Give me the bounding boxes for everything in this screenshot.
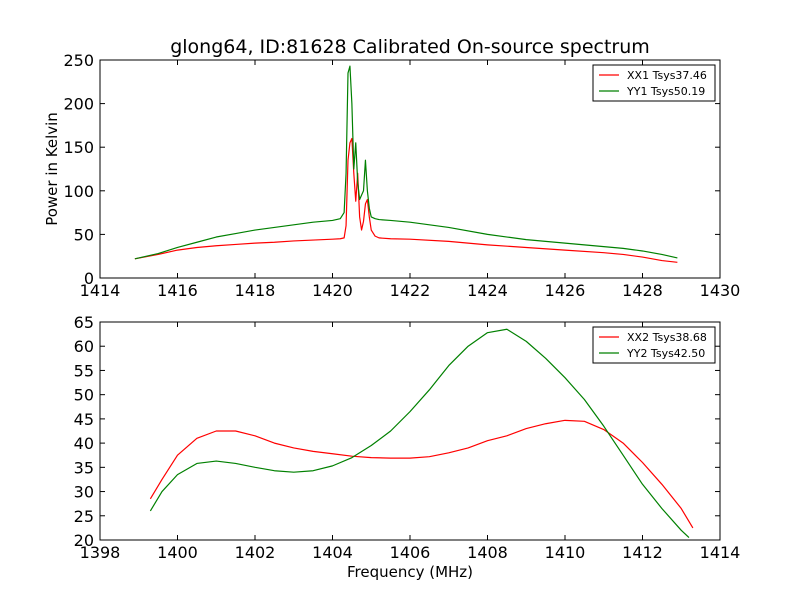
y-tick-label: 35	[74, 458, 94, 477]
x-tick-label: 1406	[390, 543, 431, 562]
top-y-axis-label: Power in Kelvin	[43, 112, 61, 226]
y-tick-label: 55	[74, 361, 94, 380]
x-tick-label: 1416	[157, 281, 198, 300]
legend-label: XX1 Tsys37.46	[627, 69, 707, 82]
x-tick-label: 1410	[545, 543, 586, 562]
x-tick-label: 1420	[312, 281, 353, 300]
y-tick-label: 40	[74, 434, 94, 453]
x-tick-label: 1426	[545, 281, 586, 300]
x-tick-label: 1412	[622, 543, 663, 562]
legend-label: XX2 Tsys38.68	[627, 331, 707, 344]
top-panel: 1414 1416 1418 1420 1422 1424 1426 1428 1430 0 50 1…	[63, 51, 740, 300]
x-tick-label: 1430	[700, 281, 741, 300]
legend-box	[592, 64, 716, 102]
legend-label: YY2 Tsys42.50	[626, 347, 705, 360]
x-tick-label: 1404	[312, 543, 353, 562]
x-tick-label: 1428	[622, 281, 663, 300]
x-tick-label: 1422	[390, 281, 431, 300]
series-line-2	[149, 328, 690, 539]
y-tick-label: 60	[74, 337, 94, 356]
x-tick-label: 1414	[700, 543, 741, 562]
y-tick-label: 200	[63, 95, 94, 114]
x-tick-label: 1402	[235, 543, 276, 562]
y-tick-label: 0	[84, 269, 94, 288]
chart-title: glong64, ID:81628 Calibrated On-source s…	[170, 36, 650, 58]
x-tick-label: 1398	[80, 543, 121, 562]
y-tick-label: 20	[74, 531, 94, 550]
x-tick-label: 1408	[467, 543, 508, 562]
y-tick-label: 50	[74, 225, 94, 244]
y-tick-label: 25	[74, 507, 94, 526]
series-line-2	[134, 65, 678, 260]
y-tick-label: 30	[74, 483, 94, 502]
x-tick-label: 1414	[80, 281, 121, 300]
y-tick-label: 250	[63, 51, 94, 70]
y-tick-label: 50	[74, 386, 94, 405]
x-tick-label: 1424	[467, 281, 508, 300]
y-tick-label: 100	[63, 182, 94, 201]
x-tick-label: 1418	[235, 281, 276, 300]
legend: XX1 Tsys37.46 YY1 Tsys50.19	[592, 64, 716, 102]
bottom-x-axis-label: Frequency (MHz)	[347, 563, 473, 581]
bottom-panel: 1398 1400 1402 1404 1406 1408 1410 1412 1414 20 25…	[74, 313, 741, 562]
x-tick-label: 1400	[157, 543, 198, 562]
y-tick-label: 45	[74, 410, 94, 429]
y-tick-label: 150	[63, 138, 94, 157]
legend-box	[592, 326, 716, 364]
y-tick-label: 65	[74, 313, 94, 332]
legend-label: YY1 Tsys50.19	[626, 85, 705, 98]
legend: XX2 Tsys38.68 YY2 Tsys42.50	[592, 326, 716, 364]
